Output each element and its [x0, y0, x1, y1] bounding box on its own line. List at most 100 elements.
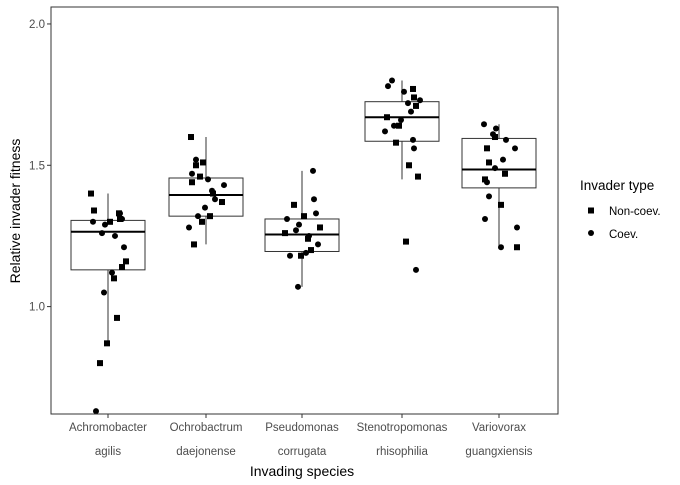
data-point-circle: [405, 100, 411, 107]
x-tick-label-line2: guangxiensis: [465, 446, 532, 458]
data-point-circle: [408, 108, 414, 115]
y-tick-label: 1.0: [29, 302, 45, 314]
data-point-square: [104, 340, 110, 347]
data-point-circle: [417, 97, 423, 104]
data-point-square: [91, 207, 97, 214]
data-point-square: [193, 162, 199, 169]
data-point-square: [410, 85, 416, 92]
data-point-square: [219, 199, 225, 206]
data-point-square: [484, 145, 490, 152]
x-axis-title: Invading species: [250, 463, 354, 479]
data-point-circle: [313, 210, 319, 217]
data-point-square: [188, 134, 194, 141]
data-point-circle: [482, 215, 488, 222]
data-point-square: [207, 213, 213, 220]
data-point-circle: [484, 179, 490, 186]
data-point-square: [393, 139, 399, 146]
data-point-circle: [498, 244, 504, 251]
legend-title: Invader type: [580, 178, 654, 193]
data-point-square: [200, 159, 206, 166]
data-point-square: [413, 102, 419, 109]
data-point-circle: [112, 232, 118, 239]
data-point-square: [411, 94, 417, 101]
data-point-circle: [514, 224, 520, 231]
data-point-square: [97, 360, 103, 367]
boxes-layer: [70, 80, 537, 344]
data-point-circle: [493, 125, 499, 132]
box: [461, 137, 537, 189]
data-point-circle: [93, 408, 99, 415]
data-point-square: [384, 114, 390, 121]
y-tick-label: 2.0: [29, 19, 45, 31]
data-point-circle: [99, 230, 105, 237]
x-tick-label-line1: Stenotropomonas: [357, 422, 448, 434]
legend-label-non-coev: Non-coev.: [609, 206, 661, 218]
data-point-circle: [306, 232, 312, 239]
data-point-circle: [205, 176, 211, 183]
data-point-circle: [195, 213, 201, 220]
data-point-square: [406, 162, 412, 169]
y-tick-label: 1.5: [29, 160, 45, 172]
x-tick-label-line2: corrugata: [278, 446, 327, 458]
data-point-circle: [303, 249, 309, 256]
x-tick-label-line2: agilis: [95, 446, 121, 458]
legend-label-coev: Coev.: [609, 229, 638, 241]
data-point-square: [415, 173, 421, 180]
data-point-circle: [221, 182, 227, 189]
data-point-square: [514, 244, 520, 251]
data-point-circle: [109, 269, 115, 276]
data-point-square: [197, 173, 203, 180]
data-point-square: [308, 247, 314, 254]
data-point-circle: [391, 122, 397, 129]
data-point-circle: [102, 221, 108, 228]
data-point-circle: [287, 252, 293, 259]
data-point-square: [502, 170, 508, 177]
data-point-circle: [481, 121, 487, 128]
data-point-circle: [410, 136, 416, 143]
data-point-square: [482, 176, 488, 183]
data-point-square: [119, 264, 125, 271]
data-point-circle: [90, 218, 96, 225]
legend: Invader type Non-coev. Coev.: [580, 178, 661, 241]
data-point-circle: [503, 136, 509, 143]
data-point-circle: [401, 88, 407, 95]
data-point-square: [492, 134, 498, 141]
data-point-square: [301, 213, 307, 220]
data-point-circle: [411, 145, 417, 152]
data-point-circle: [500, 156, 506, 163]
data-point-square: [498, 201, 504, 208]
data-point-square: [486, 159, 492, 166]
y-axis-title: Relative invader fitness: [7, 139, 23, 284]
data-point-circle: [209, 187, 215, 194]
data-point-circle: [398, 117, 404, 124]
data-point-circle: [382, 128, 388, 135]
data-point-square: [88, 190, 94, 197]
data-point-circle: [311, 196, 317, 203]
data-point-circle: [512, 145, 518, 152]
points-layer: [88, 77, 520, 415]
data-point-square: [111, 275, 117, 282]
data-point-square: [123, 258, 129, 265]
data-point-circle: [119, 215, 125, 222]
data-point-circle: [389, 77, 395, 84]
data-point-square: [114, 314, 120, 321]
box: [70, 219, 146, 271]
x-tick-label-line1: Ochrobactrum: [170, 422, 243, 434]
data-point-square: [189, 179, 195, 186]
data-point-circle: [310, 167, 316, 174]
box: [364, 101, 440, 142]
legend-circle-marker: [588, 230, 594, 236]
data-point-circle: [490, 131, 496, 138]
data-point-circle: [189, 170, 195, 177]
data-point-circle: [413, 266, 419, 273]
data-point-circle: [186, 224, 192, 231]
data-point-circle: [486, 193, 492, 200]
data-point-square: [199, 218, 205, 225]
legend-square-marker: [588, 207, 594, 214]
data-point-circle: [202, 204, 208, 211]
data-point-circle: [121, 244, 127, 251]
data-point-square: [396, 122, 402, 129]
data-point-square: [291, 201, 297, 208]
data-point-circle: [284, 215, 290, 222]
